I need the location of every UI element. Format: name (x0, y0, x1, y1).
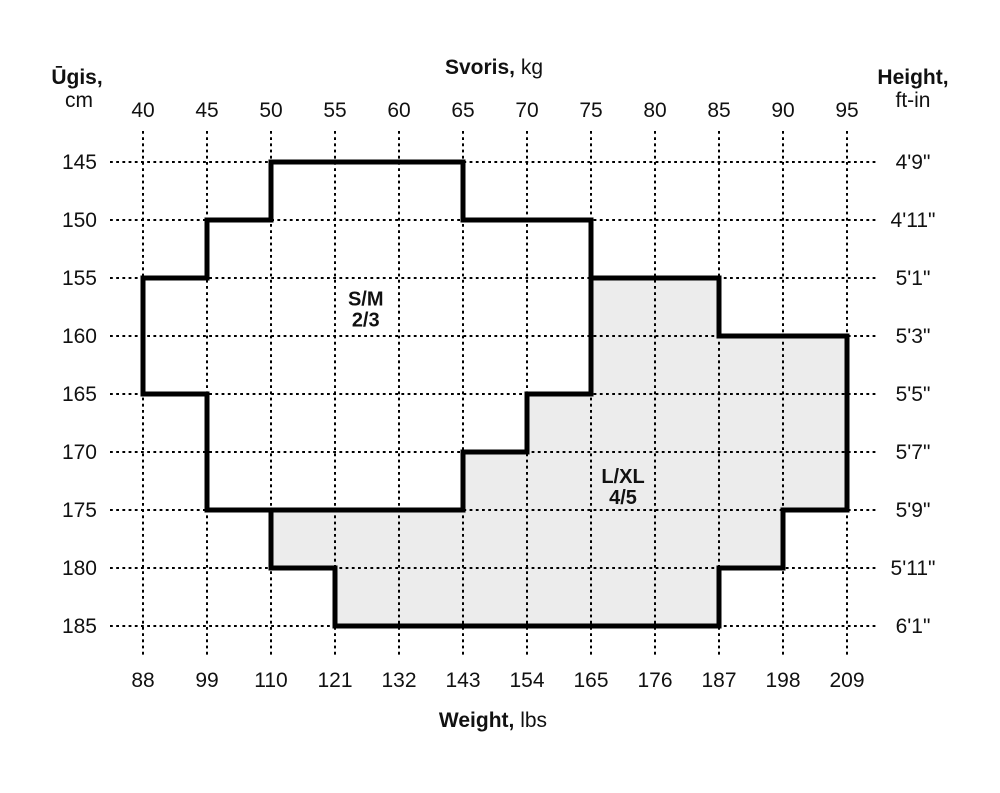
axis-bottom-tick-label: 176 (637, 669, 672, 692)
axis-top-title: Svoris, kg (445, 56, 543, 79)
axis-left-tick-label: 185 (62, 615, 97, 638)
axis-top-tick-label: 60 (387, 99, 410, 122)
axis-right-tick-label: 5'1" (896, 267, 931, 290)
axis-bottom-tick-label: 165 (573, 669, 608, 692)
axis-right-tick-label: 5'5" (896, 383, 931, 406)
axis-right-tick-label: 4'9" (896, 151, 931, 174)
axis-left-tick-label: 175 (62, 499, 97, 522)
axis-top-tick-label: 85 (707, 99, 730, 122)
region-lxl-label-line1: L/XL (601, 466, 644, 488)
axis-right-tick-label: 6'1" (896, 615, 931, 638)
axis-left-tick-label: 150 (62, 209, 97, 232)
axis-right-title-line1: Height, (877, 66, 948, 89)
axis-bottom-tick-label: 99 (195, 669, 218, 692)
axis-left-tick-label: 155 (62, 267, 97, 290)
axis-top-tick-label: 70 (515, 99, 538, 122)
axis-left-tick-label: 170 (62, 441, 97, 464)
axis-bottom-tick-label: 187 (701, 669, 736, 692)
axis-top-tick-label: 55 (323, 99, 346, 122)
axis-left-title-line2: cm (65, 89, 93, 112)
axis-right-tick-label: 5'11" (891, 557, 936, 580)
axis-bottom-tick-label: 132 (381, 669, 416, 692)
axis-bottom-tick-label: 198 (765, 669, 800, 692)
region-lxl-label-line2: 4/5 (609, 487, 637, 509)
axis-bottom-tick-label: 121 (317, 669, 352, 692)
axis-bottom-tick-label: 88 (131, 669, 154, 692)
axis-left-tick-label: 180 (62, 557, 97, 580)
axis-bottom-tick-label: 209 (829, 669, 864, 692)
axis-top-tick-label: 50 (259, 99, 282, 122)
axis-right-tick-label: 5'9" (896, 499, 931, 522)
region-lxl-outline (268, 275, 850, 629)
axis-top-tick-label: 45 (195, 99, 218, 122)
axis-left-tick-label: 165 (62, 383, 97, 406)
axis-top-tick-label: 95 (835, 99, 858, 122)
axis-bottom-tick-label: 110 (254, 669, 287, 692)
region-sm-label-line1: S/M (348, 288, 384, 310)
axis-left-title-line1: Ūgis, (51, 66, 102, 89)
axis-bottom-tick-label: 143 (445, 669, 480, 692)
axis-left-tick-label: 145 (62, 151, 97, 174)
axis-left-tick-label: 160 (62, 325, 97, 348)
region-sm-label-line2: 2/3 (352, 309, 380, 331)
axis-top-tick-label: 40 (131, 99, 154, 122)
axis-right-tick-label: 5'7" (896, 441, 931, 464)
axis-top-tick-label: 90 (771, 99, 794, 122)
axis-bottom-title: Weight, lbs (439, 709, 547, 732)
axis-right-tick-label: 5'3" (896, 325, 931, 348)
axis-right-title-line2: ft-in (895, 89, 930, 112)
axis-top-tick-label: 80 (643, 99, 666, 122)
axis-top-tick-label: 75 (579, 99, 602, 122)
axis-bottom-tick-label: 154 (509, 669, 544, 692)
axis-top-tick-label: 65 (451, 99, 474, 122)
axis-right-tick-label: 4'11" (891, 209, 936, 232)
